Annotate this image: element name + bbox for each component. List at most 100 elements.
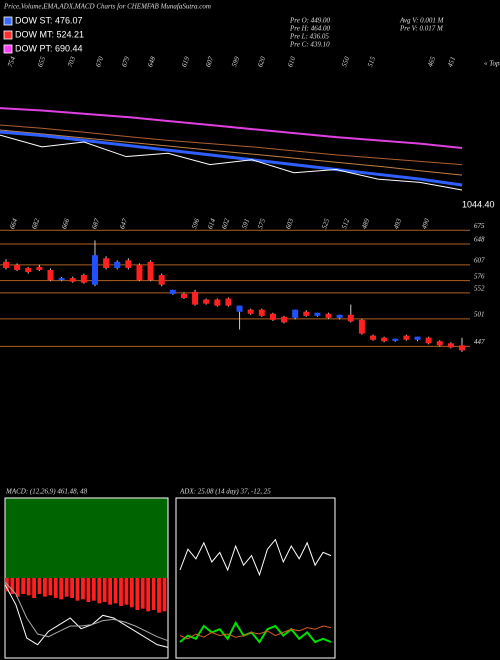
info-text: Pre V: 0.017 M xyxy=(399,25,444,33)
candle-body xyxy=(192,291,199,305)
candle-body xyxy=(392,338,399,341)
macd-bar xyxy=(102,578,107,602)
candle-body xyxy=(403,335,410,340)
mid-label: 493 xyxy=(392,217,403,230)
macd-bar xyxy=(48,578,53,596)
top-label: 703 xyxy=(66,55,77,68)
top-label: 550 xyxy=(340,55,351,68)
candle-body xyxy=(269,313,276,320)
macd-bar xyxy=(43,578,47,597)
mid-label: 602 xyxy=(220,217,231,230)
macd-bar xyxy=(26,578,31,596)
top-label: 515 xyxy=(366,55,377,68)
candle-body xyxy=(325,313,332,318)
top-label: 620 xyxy=(256,55,267,68)
mid-label: 682 xyxy=(30,217,41,230)
candle-body xyxy=(91,255,98,285)
macd-bar xyxy=(162,578,167,612)
candle-body xyxy=(236,305,243,312)
macd-label: MACD: (12,26,9) 461.48, 48 xyxy=(5,488,88,496)
top-label: 619 xyxy=(180,55,191,68)
macd-bar xyxy=(108,578,113,605)
macd-bar xyxy=(113,578,118,604)
top-label: 465 xyxy=(426,55,437,68)
top-label: 599 xyxy=(230,55,241,68)
mid-label: 666 xyxy=(60,217,71,230)
mid-label: 575 xyxy=(256,217,267,230)
candle-body xyxy=(125,260,132,268)
macd-bar xyxy=(86,578,91,602)
mid-label: 687 xyxy=(90,217,101,230)
legend-label: DOW PT: 690.44 xyxy=(15,43,83,53)
y-tick-label: 576 xyxy=(474,272,485,280)
candle-body xyxy=(180,293,187,298)
candle-body xyxy=(459,345,465,351)
ema-line xyxy=(0,129,463,176)
ema-line xyxy=(0,124,463,166)
candle-body xyxy=(36,266,43,270)
info-text: Pre H: 464.00 xyxy=(289,25,330,33)
macd-bar xyxy=(37,578,42,594)
candle-body xyxy=(136,264,143,281)
candle-body xyxy=(258,309,265,316)
candle-body xyxy=(225,298,232,306)
adx-line xyxy=(179,620,332,644)
macd-bar xyxy=(53,578,58,598)
candle-body xyxy=(214,299,221,306)
top-label: 451 xyxy=(446,56,457,69)
candle-body xyxy=(247,309,254,314)
mid-label: 512 xyxy=(340,217,351,230)
candle-body xyxy=(58,278,65,281)
macd-bar xyxy=(119,578,123,606)
ema-line xyxy=(0,134,463,191)
candle-body xyxy=(3,261,9,268)
candle-body xyxy=(114,261,121,268)
mid-label: 489 xyxy=(360,217,371,230)
macd-bar xyxy=(64,578,69,597)
y-tick-label: 648 xyxy=(474,236,485,244)
mid-label: 525 xyxy=(320,217,331,230)
macd-bar xyxy=(129,578,134,608)
candle-body xyxy=(281,316,288,323)
adx-line xyxy=(179,538,332,577)
y-tick-label: 675 xyxy=(474,222,485,230)
macd-bar xyxy=(81,578,85,600)
mid-label: 490 xyxy=(420,217,431,230)
macd-bar xyxy=(10,578,15,594)
macd-bar xyxy=(75,578,80,601)
candle-body xyxy=(169,289,176,294)
legend-swatch xyxy=(3,16,13,26)
macd-bar xyxy=(70,578,75,598)
mid-label: 596 xyxy=(190,217,201,230)
candle-body xyxy=(203,299,210,304)
top-label: 679 xyxy=(120,55,131,68)
candle-body xyxy=(14,264,21,270)
top-label: 655 xyxy=(36,55,47,68)
macd-bar xyxy=(91,578,96,601)
candle-body xyxy=(147,261,154,281)
candle-body xyxy=(381,337,388,342)
legend-label: DOW ST: 476.07 xyxy=(15,15,83,25)
candle-body xyxy=(414,336,421,340)
info-text: Pre C: 439.10 xyxy=(289,41,330,49)
candle-body xyxy=(447,343,454,348)
candle-body xyxy=(292,309,299,318)
top-label: 607 xyxy=(204,55,215,68)
macd-bar xyxy=(97,578,102,604)
candle-body xyxy=(425,337,432,344)
macd-line xyxy=(4,584,169,648)
ema-line xyxy=(0,107,463,149)
candle-body xyxy=(80,275,87,283)
candle-body xyxy=(347,314,354,322)
candle-body xyxy=(336,314,343,318)
macd-bar xyxy=(15,578,20,597)
top-label: 610 xyxy=(286,55,297,68)
macd-bar xyxy=(32,578,36,598)
mid-label: 614 xyxy=(206,217,217,230)
info-text: Pre L: 436.05 xyxy=(289,33,329,41)
candle-body xyxy=(303,311,310,316)
macd-bar xyxy=(124,578,129,605)
candle-body xyxy=(436,341,443,346)
top-label: 754 xyxy=(6,55,17,68)
